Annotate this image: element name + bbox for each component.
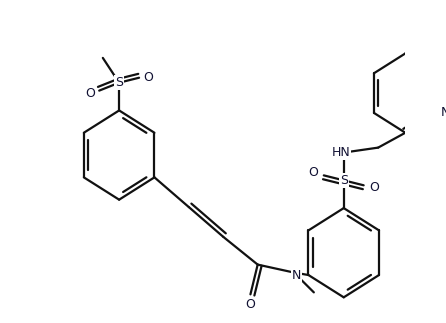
Text: N: N — [292, 269, 301, 282]
Text: HN: HN — [332, 146, 351, 159]
Text: N: N — [441, 106, 446, 120]
Text: S: S — [115, 76, 123, 89]
Text: O: O — [85, 87, 95, 100]
Text: O: O — [370, 181, 380, 194]
Text: O: O — [245, 298, 256, 311]
Text: S: S — [340, 174, 348, 187]
Text: O: O — [143, 71, 153, 84]
Text: O: O — [308, 166, 318, 179]
